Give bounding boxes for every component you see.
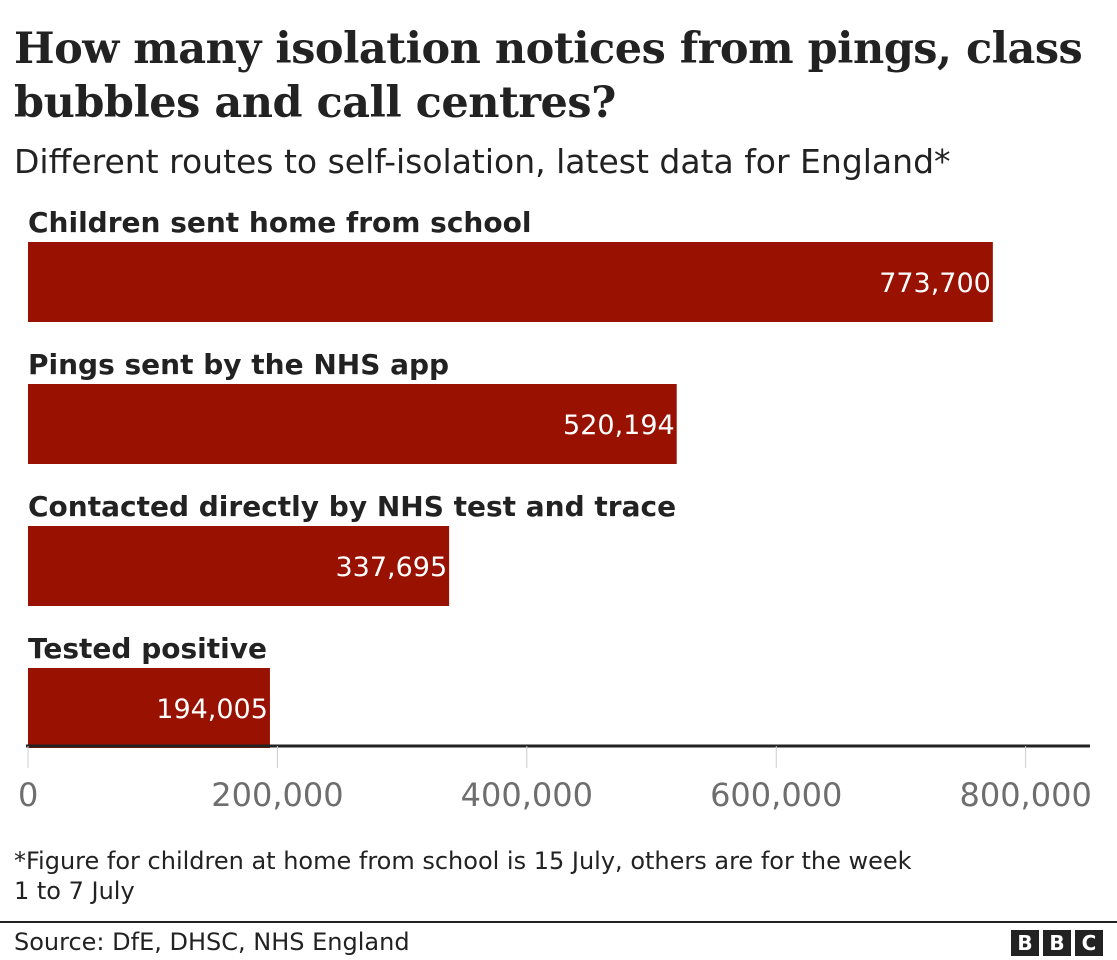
data-label: 520,194 (563, 410, 675, 441)
bar-chart: Children sent home from school 773,700 Pin… (18, 206, 1092, 814)
bbc-logo: B B C (1011, 930, 1103, 956)
chart-title: How many isolation notices from pings, c… (14, 24, 1083, 128)
category-label: Tested positive (28, 632, 267, 665)
x-tick-label: 200,000 (211, 776, 343, 814)
chart-subtitle: Different routes to self-isolation, late… (14, 142, 951, 181)
category-label: Contacted directly by NHS test and trace (28, 490, 676, 523)
category-label: Children sent home from school (28, 206, 531, 239)
logo-letter: B (1043, 930, 1071, 956)
x-tick-label: 800,000 (959, 776, 1091, 814)
footer-divider (0, 921, 1117, 923)
logo-letter: C (1075, 930, 1103, 956)
bar (28, 668, 270, 748)
source-note: Source: DfE, DHSC, NHS England (14, 928, 410, 956)
x-tick-label: 600,000 (710, 776, 842, 814)
x-tick-label: 0 (18, 776, 38, 814)
footnote: *Figure for children at home from school… (14, 847, 912, 905)
bar (28, 384, 677, 464)
bar (28, 526, 450, 606)
x-tick-label: 400,000 (461, 776, 593, 814)
bar (28, 242, 993, 322)
category-label: Pings sent by the NHS app (28, 348, 449, 381)
logo-letter: B (1011, 930, 1039, 956)
data-label: 773,700 (879, 268, 991, 299)
data-label: 194,005 (156, 694, 268, 725)
data-label: 337,695 (335, 552, 447, 583)
